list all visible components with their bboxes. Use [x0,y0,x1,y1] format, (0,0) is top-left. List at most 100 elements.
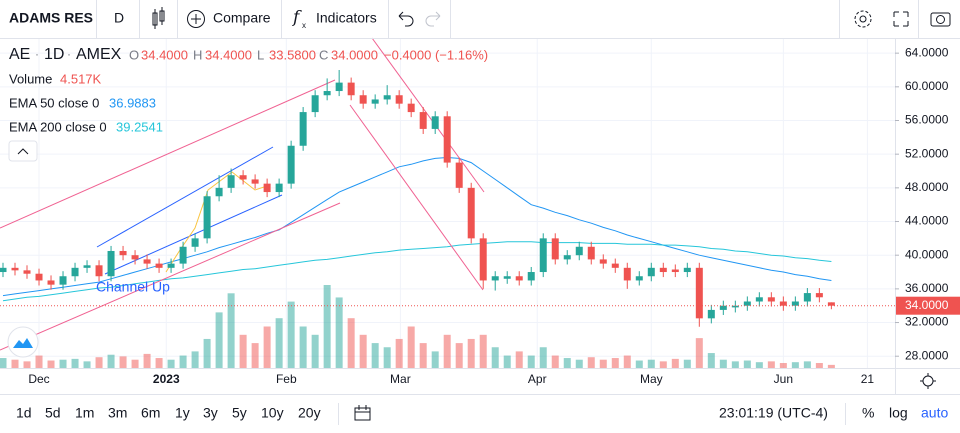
auto-toggle[interactable]: auto [921,405,948,421]
volume-bar [47,360,55,368]
percent-toggle[interactable]: % [862,405,874,421]
candle-body [215,187,223,197]
volume-bar [83,361,91,368]
volume-bar [35,355,43,368]
volume-bar [707,353,715,368]
indicators-label[interactable]: Indicators [316,10,377,26]
volume-bar [755,362,763,368]
symbol-box[interactable] [0,0,95,38]
channel-line [104,194,283,275]
undo-icon[interactable] [398,11,414,27]
compare-label[interactable]: Compare [213,10,271,26]
volume-bar [719,359,727,368]
volume-bar [59,359,67,368]
candle-body [203,196,211,239]
log-toggle[interactable]: log [889,405,908,421]
range-button[interactable]: 1m [75,405,94,421]
candle-body [467,187,475,239]
range-button[interactable]: 6m [141,405,160,421]
volume-bar [107,354,115,368]
y-tick-label: 44.0000 [905,214,949,228]
candle-body [311,95,319,113]
volume-bar [143,353,151,368]
trend-line [349,104,484,291]
candle-body [239,175,247,180]
candle-body [563,255,571,260]
candle-body [683,267,691,273]
chart-style-icon[interactable] [152,7,165,29]
ema-line [2,241,832,302]
settings-icon[interactable] [854,10,872,28]
clock: 23:01:19 (UTC-4) [719,405,828,421]
volume-bar [815,363,823,368]
candle-body [587,246,595,260]
candle-body [107,250,115,277]
ticker: AE [9,46,30,63]
redo-icon[interactable] [425,11,441,27]
icon [936,15,945,24]
volume-bar [803,361,811,368]
volume-bar [575,359,583,368]
range-button[interactable]: 1y [175,405,190,421]
volume-bar [527,355,535,368]
date-range-icon[interactable] [354,405,371,421]
x-tick-label: May [640,372,663,386]
range-button[interactable]: 3m [108,405,127,421]
x-tick-label: Jun [774,372,793,386]
change: −0.4000 (−1.16%) [384,47,488,62]
volume-bar [311,334,319,368]
candle-body [431,116,439,129]
volume-bar [419,343,427,368]
legend-name: EMA 50 close 0 [9,95,99,110]
range-button[interactable]: 10y [261,405,284,421]
indicators-button[interactable]: f x Indicators [291,8,377,31]
volume-bar [791,362,799,368]
candle-body [575,246,583,256]
candle-body [779,301,787,306]
collapse-button[interactable] [8,140,38,162]
time-axis-settings[interactable] [920,373,936,389]
candle-body [455,162,463,188]
candle-body [155,263,163,268]
candle-body [503,276,511,279]
volume-bar [95,357,103,368]
range-button[interactable]: 5y [232,405,247,421]
logo-mark [13,338,33,348]
icon [354,407,371,421]
candle-body [407,103,415,113]
candle-body [623,267,631,281]
candle-body [599,259,607,264]
range-button[interactable]: 3y [203,405,218,421]
symbol[interactable]: ADAMS RES [9,10,93,26]
candle-body [611,263,619,268]
volume-bar [563,358,571,368]
drawings [0,37,485,351]
candle-body [635,276,643,281]
range-button[interactable]: 20y [298,405,321,421]
icon [930,12,951,27]
range-button[interactable]: 5d [45,405,61,421]
volume-bar [11,359,19,368]
candle-body [383,95,391,100]
volume-bar [191,351,199,368]
snapshot-icon[interactable] [930,12,951,27]
volume-bar [491,347,499,368]
fullscreen-icon[interactable] [893,11,909,27]
volume-bar [599,359,607,368]
volume-bar [167,359,175,368]
candle-body [167,263,175,268]
volume-bar [371,343,379,368]
volume-bar [359,334,367,368]
grid [0,38,895,368]
volume-bar [299,326,307,368]
price-label-box [896,296,960,315]
range-button[interactable]: 1d [16,405,32,421]
compare-button[interactable]: Compare [187,10,271,28]
candle-body [743,301,751,306]
icon [854,10,872,28]
interval[interactable]: D [114,10,124,26]
volume-bar [335,297,343,368]
footer: 23:01:19 (UTC-4) % log auto 1d 5d 1m 3m 6m 1y… [16,403,948,425]
ohlc-key: O [129,47,139,62]
candle-body [23,270,31,274]
